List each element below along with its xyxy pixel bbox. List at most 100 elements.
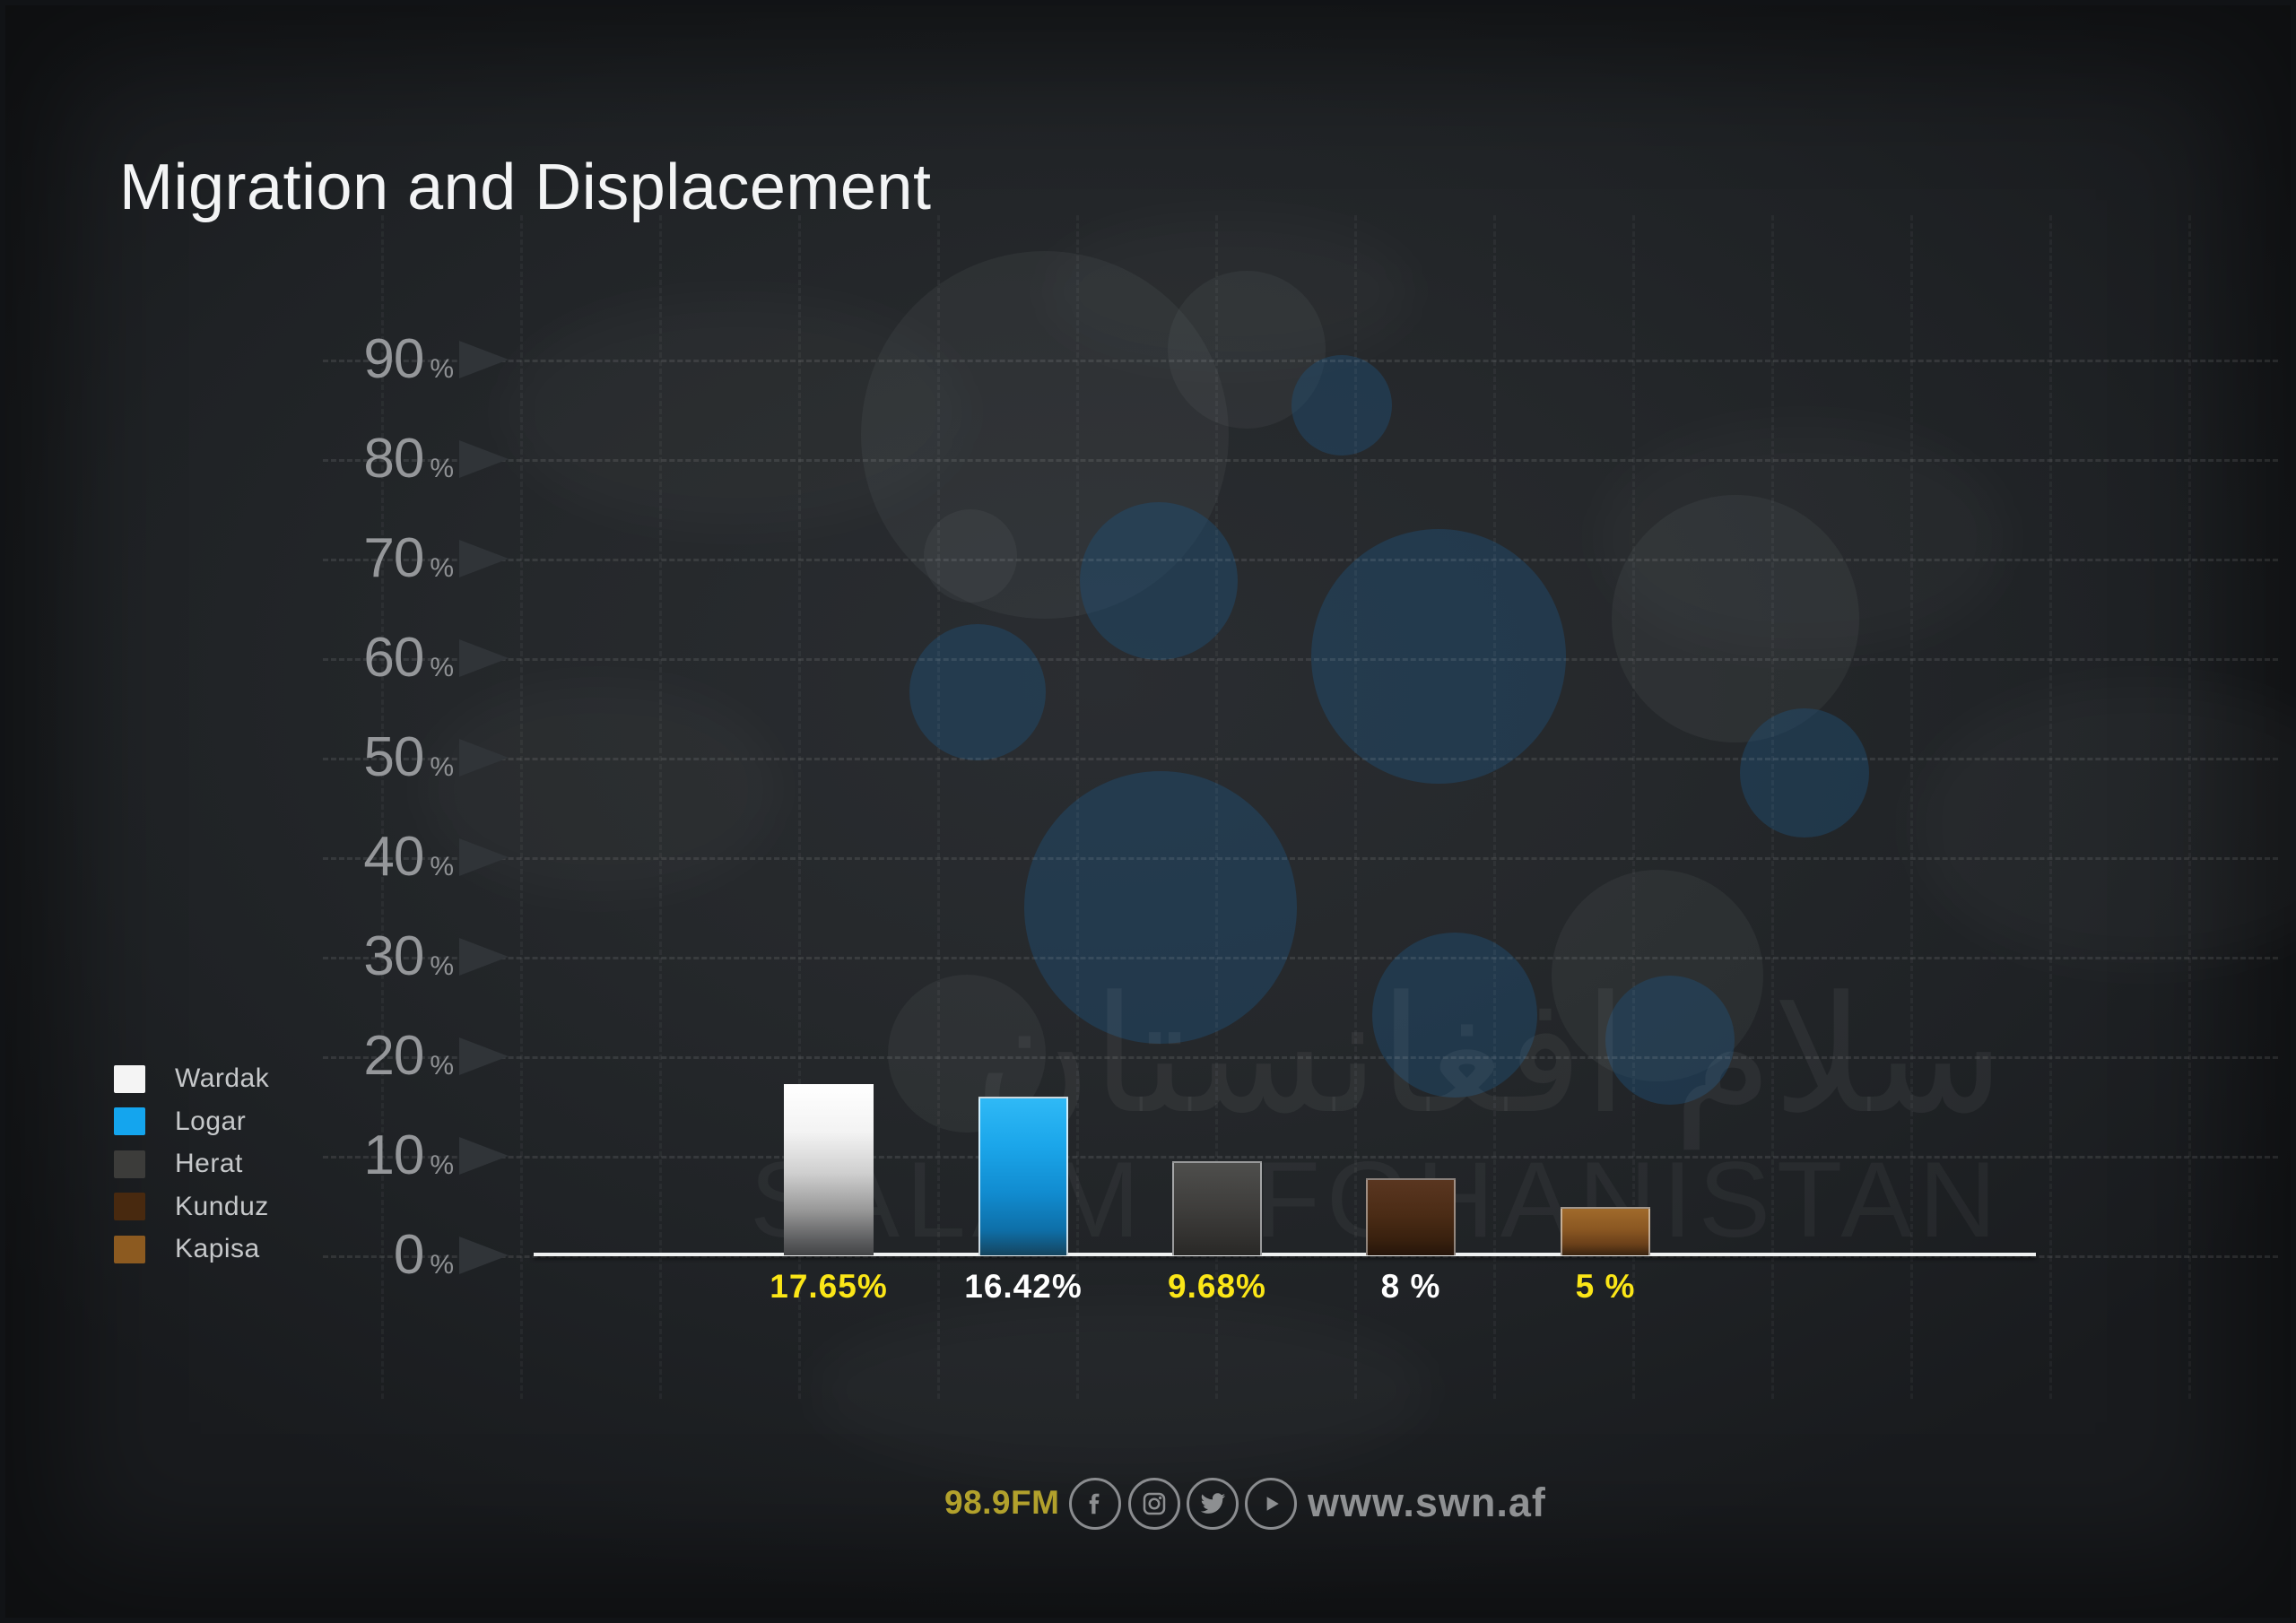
gridline-vertical bbox=[520, 215, 523, 1399]
bar-value-label: 16.42% bbox=[964, 1268, 1083, 1305]
y-tick-label: 60% bbox=[256, 624, 454, 692]
gray-bubble bbox=[1168, 271, 1326, 429]
y-tick-percent-sign: % bbox=[430, 354, 454, 384]
y-tick-value: 60 bbox=[363, 627, 424, 689]
y-tick-arrow-icon bbox=[459, 838, 509, 876]
y-tick-arrow-icon bbox=[459, 1137, 509, 1175]
bar-value-label: 17.65% bbox=[770, 1268, 888, 1305]
y-tick-percent-sign: % bbox=[430, 1150, 454, 1180]
gridline-vertical bbox=[1076, 215, 1079, 1399]
gray-bubble bbox=[861, 251, 1229, 619]
blue-bubble bbox=[1292, 355, 1392, 456]
bar-value-label: 5 % bbox=[1575, 1268, 1636, 1305]
y-tick-arrow-icon bbox=[459, 341, 509, 378]
gray-bubble bbox=[1612, 495, 1859, 742]
y-tick-value: 90 bbox=[363, 328, 424, 390]
legend-label: Kunduz bbox=[175, 1191, 269, 1221]
y-tick-value: 30 bbox=[363, 925, 424, 987]
y-tick-value: 10 bbox=[363, 1124, 424, 1186]
bar-value-label: 8 % bbox=[1380, 1268, 1441, 1305]
gridline-vertical bbox=[798, 215, 801, 1399]
gridline-vertical bbox=[1493, 215, 1496, 1399]
gridline-vertical bbox=[1910, 215, 1913, 1399]
y-tick-arrow-icon bbox=[459, 1037, 509, 1075]
y-tick-value: 0 bbox=[393, 1224, 424, 1286]
bar-value-label: 9.68% bbox=[1168, 1268, 1266, 1305]
y-tick-label: 20% bbox=[256, 1022, 454, 1090]
gray-bubble bbox=[924, 509, 1017, 603]
bar-herat bbox=[1172, 1161, 1262, 1255]
y-tick-arrow-icon bbox=[459, 938, 509, 976]
legend-item: Herat bbox=[114, 1149, 243, 1179]
radio-frequency-label: 98.9FM bbox=[944, 1484, 1060, 1521]
legend-label: Kapisa bbox=[175, 1234, 260, 1264]
legend-item: Logar bbox=[114, 1107, 246, 1137]
y-tick-label: 0% bbox=[256, 1221, 454, 1289]
page-title: Migration and Displacement bbox=[119, 152, 932, 223]
gridline-vertical bbox=[381, 215, 384, 1399]
y-tick-percent-sign: % bbox=[430, 951, 454, 981]
gridline-horizontal bbox=[323, 1255, 2278, 1258]
y-tick-label: 80% bbox=[256, 425, 454, 493]
legend-label: Herat bbox=[175, 1149, 243, 1179]
legend-item: Kapisa bbox=[114, 1234, 260, 1264]
y-tick-arrow-icon bbox=[459, 540, 509, 577]
y-tick-value: 80 bbox=[363, 428, 424, 490]
y-tick-arrow-icon bbox=[459, 639, 509, 677]
bar-logar bbox=[978, 1097, 1068, 1255]
twitter-icon bbox=[1187, 1478, 1239, 1530]
legend-swatch bbox=[114, 1064, 145, 1093]
legend-swatch bbox=[114, 1107, 145, 1136]
y-tick-value: 40 bbox=[363, 826, 424, 888]
gridline-vertical bbox=[2049, 215, 2052, 1399]
gridline-vertical bbox=[659, 215, 662, 1399]
y-tick-value: 70 bbox=[363, 527, 424, 589]
y-tick-percent-sign: % bbox=[430, 1051, 454, 1081]
y-tick-arrow-icon bbox=[459, 440, 509, 478]
instagram-icon bbox=[1128, 1478, 1180, 1530]
gridline-vertical bbox=[1632, 215, 1635, 1399]
y-tick-label: 10% bbox=[256, 1122, 454, 1190]
gridline-vertical bbox=[1354, 215, 1357, 1399]
y-tick-value: 20 bbox=[363, 1025, 424, 1087]
blue-bubble bbox=[909, 624, 1046, 760]
gridline-horizontal bbox=[323, 758, 2278, 760]
legend-label: Wardak bbox=[175, 1063, 270, 1093]
blue-bubble bbox=[1080, 502, 1238, 660]
gridline-horizontal bbox=[323, 957, 2278, 959]
y-tick-label: 50% bbox=[256, 724, 454, 792]
gridline-horizontal bbox=[323, 360, 2278, 362]
y-tick-percent-sign: % bbox=[430, 553, 454, 583]
y-tick-label: 70% bbox=[256, 525, 454, 593]
facebook-icon bbox=[1069, 1478, 1121, 1530]
bar-wardak bbox=[784, 1084, 874, 1255]
gridline-horizontal bbox=[323, 559, 2278, 561]
gridline-vertical bbox=[2188, 215, 2191, 1399]
bar-kapisa bbox=[1561, 1207, 1650, 1255]
gridline-horizontal bbox=[323, 1056, 2278, 1059]
legend-swatch bbox=[114, 1150, 145, 1178]
legend-label: Logar bbox=[175, 1106, 247, 1136]
y-tick-percent-sign: % bbox=[430, 454, 454, 483]
gray-bubble bbox=[1552, 870, 1763, 1081]
y-tick-value: 50 bbox=[363, 726, 424, 788]
website-url: www.swn.af bbox=[1308, 1480, 1546, 1525]
y-tick-percent-sign: % bbox=[430, 653, 454, 682]
y-tick-label: 90% bbox=[256, 325, 454, 394]
y-tick-label: 30% bbox=[256, 923, 454, 991]
legend-item: Kunduz bbox=[114, 1192, 269, 1222]
blue-bubble bbox=[1605, 976, 1735, 1105]
x-axis-line bbox=[534, 1253, 2036, 1256]
gridline-vertical bbox=[1771, 215, 1774, 1399]
bar-kunduz bbox=[1366, 1178, 1456, 1255]
blue-bubble bbox=[1372, 933, 1537, 1098]
gridline-horizontal bbox=[323, 1156, 2278, 1159]
blue-bubble bbox=[1740, 708, 1869, 838]
y-tick-percent-sign: % bbox=[430, 852, 454, 881]
watermark-arabic: سلام افغانستان bbox=[973, 966, 2005, 1146]
youtube-play-icon bbox=[1245, 1478, 1297, 1530]
